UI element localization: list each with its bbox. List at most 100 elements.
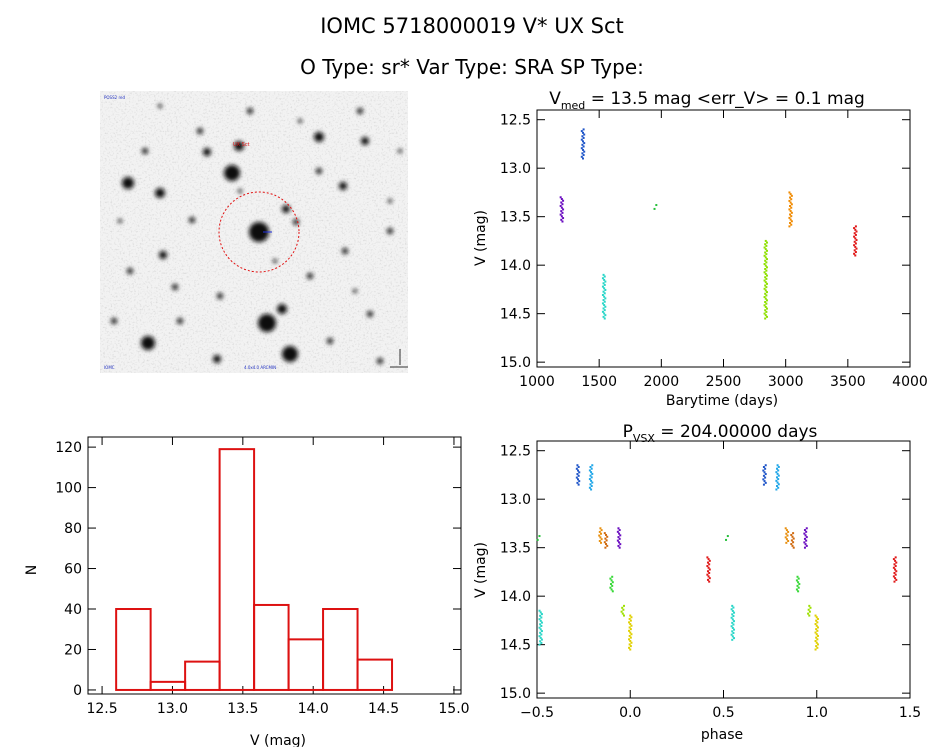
- x-tick-label: 1000: [519, 374, 555, 390]
- data-point: [539, 611, 542, 614]
- data-point: [616, 530, 619, 533]
- data-point: [854, 225, 857, 228]
- star: [298, 119, 302, 123]
- data-point: [764, 464, 767, 467]
- data-point: [577, 466, 580, 469]
- data-point: [788, 191, 791, 194]
- data-point: [730, 608, 733, 611]
- data-point: [765, 282, 768, 285]
- histogram-frame: [87, 436, 462, 695]
- data-point: [765, 241, 768, 244]
- data-point: [763, 254, 766, 257]
- data-point: [764, 281, 767, 284]
- data-point: [616, 539, 619, 542]
- y-tick-label: 12.5: [500, 444, 531, 460]
- light-curve-title: Vmed = 13.5 mag <err_V> = 0.1 mag: [549, 89, 865, 112]
- data-point: [895, 561, 898, 564]
- data-point: [603, 278, 606, 281]
- data-point: [539, 623, 542, 626]
- y-tick-label: 80: [64, 521, 82, 537]
- data-point: [628, 634, 631, 637]
- data-point: [763, 271, 766, 274]
- data-point: [790, 211, 793, 214]
- data-point: [764, 264, 767, 267]
- data-point: [892, 558, 895, 561]
- star: [316, 168, 322, 174]
- histogram-bar: [115, 608, 152, 691]
- histogram-bar: [322, 608, 359, 691]
- data-point: [560, 198, 563, 201]
- data-point: [894, 565, 897, 568]
- data-point: [815, 616, 818, 619]
- y-tick-label: 40: [64, 602, 82, 618]
- data-point: [611, 581, 614, 584]
- data-point: [582, 154, 585, 157]
- data-point: [732, 615, 735, 618]
- data-point: [598, 534, 601, 537]
- data-point: [730, 633, 733, 636]
- phased-curve-frame: [536, 440, 911, 699]
- data-point: [731, 630, 734, 633]
- finder-chart: POSS2 red UX Sct IOMC 4.0x4.0 ARCMIN: [100, 91, 408, 373]
- x-tick-label: −0.5: [520, 705, 554, 721]
- data-point: [854, 245, 857, 248]
- data-point: [788, 225, 791, 228]
- data-point: [762, 474, 765, 477]
- data-point: [540, 630, 543, 633]
- data-point: [790, 220, 793, 223]
- y-tick-label: 13.5: [500, 541, 531, 557]
- data-point: [706, 578, 709, 581]
- star: [197, 128, 203, 134]
- data-point: [601, 302, 604, 305]
- data-point: [853, 235, 856, 238]
- histogram-xlabel: V (mag): [250, 733, 306, 747]
- data-point: [809, 606, 812, 609]
- data-point: [708, 571, 711, 574]
- star: [111, 318, 117, 324]
- data-point: [854, 237, 857, 240]
- data-point: [764, 272, 767, 275]
- data-point: [628, 621, 631, 624]
- data-point: [776, 481, 779, 484]
- data-point: [576, 481, 579, 484]
- y-tick-label: 120: [55, 440, 82, 456]
- data-point: [589, 483, 592, 486]
- data-point: [775, 485, 778, 488]
- data-point: [603, 275, 606, 278]
- data-point: [539, 628, 542, 631]
- data-point: [797, 581, 800, 584]
- data-point: [894, 556, 897, 559]
- data-point: [609, 577, 612, 580]
- star: [172, 284, 178, 290]
- data-point: [604, 305, 607, 308]
- data-point: [588, 486, 591, 489]
- star: [388, 199, 392, 203]
- star: [353, 289, 357, 293]
- data-point: [893, 563, 896, 566]
- data-point: [777, 478, 780, 481]
- data-point: [854, 228, 857, 231]
- data-point: [894, 568, 897, 571]
- data-point: [777, 474, 780, 477]
- star: [342, 248, 348, 254]
- data-point: [795, 588, 798, 591]
- data-point: [629, 645, 632, 648]
- data-point: [733, 637, 736, 640]
- data-point: [815, 619, 818, 622]
- data-point: [792, 546, 795, 549]
- data-point: [562, 208, 565, 211]
- data-point: [805, 544, 808, 547]
- data-point: [611, 584, 614, 587]
- data-point: [816, 626, 819, 629]
- star: [155, 188, 165, 198]
- data-point: [590, 485, 593, 488]
- data-point: [582, 140, 585, 143]
- data-point: [816, 638, 819, 641]
- y-tick-label: 13.0: [500, 161, 531, 177]
- data-point: [540, 621, 543, 624]
- data-point: [582, 145, 585, 148]
- data-point: [892, 575, 895, 578]
- data-point: [630, 641, 633, 644]
- x-tick-label: 12.5: [86, 701, 117, 717]
- data-point: [619, 543, 622, 546]
